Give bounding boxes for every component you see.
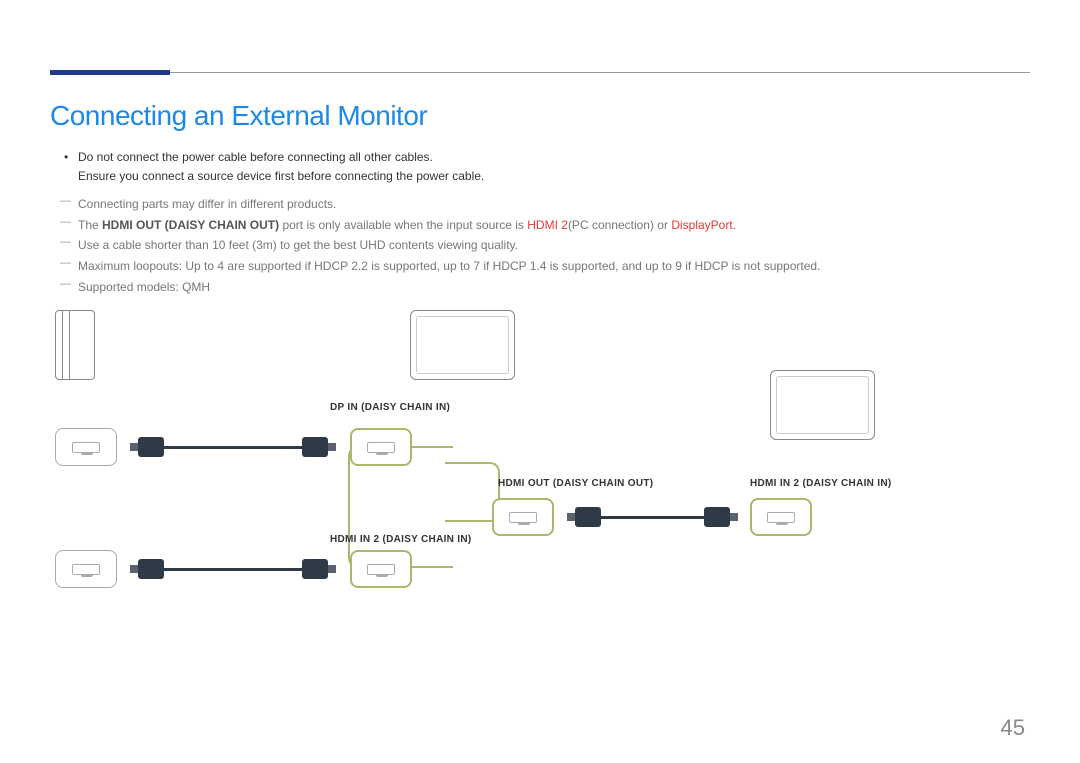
note-text: Use a cable shorter than 10 feet (3m) to… <box>78 238 518 252</box>
bullet-item: Do not connect the power cable before co… <box>78 148 1030 167</box>
note-bold: HDMI OUT (DAISY CHAIN OUT) <box>102 218 279 232</box>
source-pc-icon <box>55 310 95 380</box>
port-label: HDMI OUT (DAISY CHAIN OUT) <box>498 478 653 489</box>
note-suffix: . <box>733 218 736 232</box>
connection-diagram: DP IN (DAISY CHAIN IN) HDMI IN 2 (DAISY … <box>50 310 1030 610</box>
port-label: DP IN (DAISY CHAIN IN) <box>330 402 450 413</box>
port-label: HDMI IN 2 (DAISY CHAIN IN) <box>330 534 472 545</box>
note-red2: DisplayPort <box>671 218 732 232</box>
note-text: Connecting parts may differ in different… <box>78 197 336 211</box>
note-text: Supported models: QMH <box>78 280 210 294</box>
page-title: Connecting an External Monitor <box>50 100 427 132</box>
port-hdmi-out <box>492 498 554 536</box>
note-mid: port is only available when the input so… <box>279 218 527 232</box>
note-line: Maximum loopouts: Up to 4 are supported … <box>50 257 1030 276</box>
header-accent <box>50 70 170 75</box>
port-label: HDMI IN 2 (DAISY CHAIN IN) <box>750 478 892 489</box>
monitor-icon <box>410 310 515 380</box>
note-red: HDMI 2 <box>527 218 568 232</box>
note-line: Supported models: QMH <box>50 278 1030 297</box>
page-number: 45 <box>1001 715 1025 741</box>
port-dp-in <box>350 428 412 466</box>
note-line: Connecting parts may differ in different… <box>50 195 1030 214</box>
note-line: Use a cable shorter than 10 feet (3m) to… <box>50 236 1030 255</box>
bullet-item-continuation: Ensure you connect a source device first… <box>78 167 1030 186</box>
monitor-icon <box>770 370 875 440</box>
note-mid2: (PC connection) or <box>568 218 671 232</box>
header-rule <box>50 72 1030 73</box>
port-hdmi-in-2 <box>350 550 412 588</box>
cable <box>138 436 328 458</box>
bullet-block: Do not connect the power cable before co… <box>50 148 1030 185</box>
note-text: Maximum loopouts: Up to 4 are supported … <box>78 259 820 273</box>
cable <box>138 558 328 580</box>
port-icon <box>55 428 117 466</box>
cable <box>575 506 730 528</box>
notes-block: Do not connect the power cable before co… <box>50 148 1030 296</box>
note-line-rich: The HDMI OUT (DAISY CHAIN OUT) port is o… <box>50 216 1030 235</box>
port-hdmi-in-2-right <box>750 498 812 536</box>
port-icon <box>55 550 117 588</box>
note-prefix: The <box>78 218 102 232</box>
page: Connecting an External Monitor Do not co… <box>0 0 1080 763</box>
